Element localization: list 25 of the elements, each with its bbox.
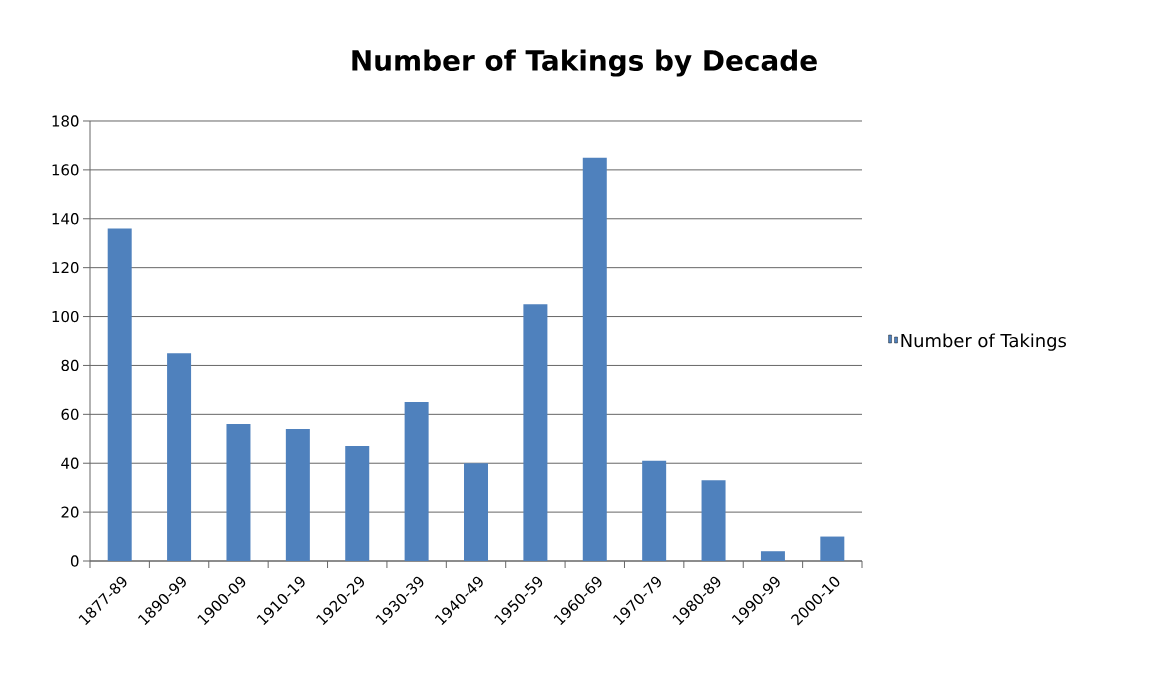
bar xyxy=(345,446,370,561)
y-tick-label: 80 xyxy=(61,359,79,372)
y-tick-label: 160 xyxy=(52,164,79,176)
bar xyxy=(285,429,310,561)
bar xyxy=(523,304,548,561)
bar xyxy=(167,353,192,561)
bar xyxy=(642,460,667,561)
bar xyxy=(464,463,488,561)
y-tick-label: 100 xyxy=(52,310,79,323)
bar xyxy=(701,480,726,561)
bar xyxy=(820,536,845,561)
y-tick-label: 0 xyxy=(70,555,79,567)
y-tick-label: 180 xyxy=(52,115,79,127)
y-tick-label: 120 xyxy=(52,262,79,274)
legend-label: Number of Takings xyxy=(901,333,1067,351)
y-tick-label: 40 xyxy=(61,457,79,469)
bar xyxy=(226,424,251,561)
bar xyxy=(582,157,607,561)
bar xyxy=(404,402,429,561)
chart-title: Number of Takings by Decade xyxy=(352,49,817,77)
y-tick-label: 60 xyxy=(61,408,79,420)
y-tick-label: 140 xyxy=(52,213,79,225)
bar xyxy=(760,551,785,561)
bar xyxy=(107,228,132,561)
y-tick-label: 20 xyxy=(61,506,79,518)
